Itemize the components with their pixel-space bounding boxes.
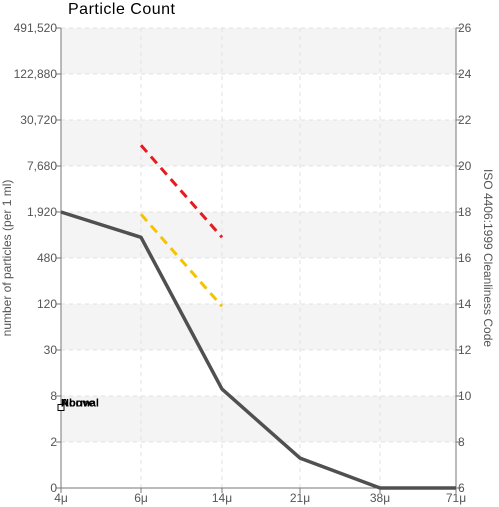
x-tick-labels: 4μ 6μ 14μ 21μ 38μ 71μ [54, 488, 466, 505]
left-tick-labels: 0 2 8 30 120 480 1,920 7,680 30,720 122,880 491,52… [14, 21, 61, 495]
left-tick-label: 30 [44, 343, 58, 357]
x-tick-label: 38μ [370, 491, 390, 505]
left-tick-label: 2 [50, 435, 57, 449]
right-tick-label: 26 [458, 21, 472, 35]
right-tick-labels: 6 8 10 12 14 16 18 20 22 24 26 [456, 21, 472, 495]
band [61, 120, 456, 166]
series-line-0 [60, 210, 456, 490]
grid-lines [60, 27, 457, 489]
chart-title: Particle Count [68, 1, 176, 18]
left-tick-label: 480 [37, 251, 57, 265]
legend-label-normal: Normal [61, 398, 99, 410]
band [61, 28, 456, 74]
background-bands [61, 28, 456, 442]
x-tick-label: 4μ [54, 491, 68, 505]
right-tick-label: 12 [458, 343, 472, 357]
left-tick-label: 491,520 [14, 21, 58, 35]
right-tick-label: 18 [458, 205, 472, 219]
left-tick-label: 30,720 [20, 113, 57, 127]
x-tick-label: 6μ [134, 491, 148, 505]
legend-marker [57, 404, 65, 411]
x-tick-label: 71μ [446, 491, 466, 505]
left-tick-label: 7,680 [27, 159, 57, 173]
series-lines [60, 144, 456, 490]
legend-label-above: Above [61, 398, 95, 410]
right-tick-label: 16 [458, 251, 472, 265]
right-tick-label: 10 [458, 389, 472, 403]
right-tick-label: 22 [458, 113, 472, 127]
series-line-1 [139, 144, 224, 239]
series-line-2 [139, 213, 224, 308]
right-tick-label: 6 [458, 481, 465, 495]
x-tick-label: 21μ [290, 491, 310, 505]
left-tick-label: 120 [37, 297, 57, 311]
left-tick-label: 1,920 [27, 205, 57, 219]
y-axis-title: number of particles (per 1 ml) [0, 180, 14, 337]
right-tick-label: 24 [458, 67, 472, 81]
right-tick-label: 14 [458, 297, 472, 311]
right-tick-label: 8 [458, 435, 465, 449]
left-tick-label: 122,880 [14, 67, 58, 81]
band [61, 304, 456, 350]
left-tick-label: 0 [50, 481, 57, 495]
left-tick-label: 8 [50, 389, 57, 403]
x-tick-label: 14μ [212, 491, 232, 505]
band [61, 212, 456, 258]
y-axis-title-right: ISO 4406:1999 Cleanliness Code [481, 169, 495, 347]
right-tick-label: 20 [458, 159, 472, 173]
band [61, 396, 456, 442]
